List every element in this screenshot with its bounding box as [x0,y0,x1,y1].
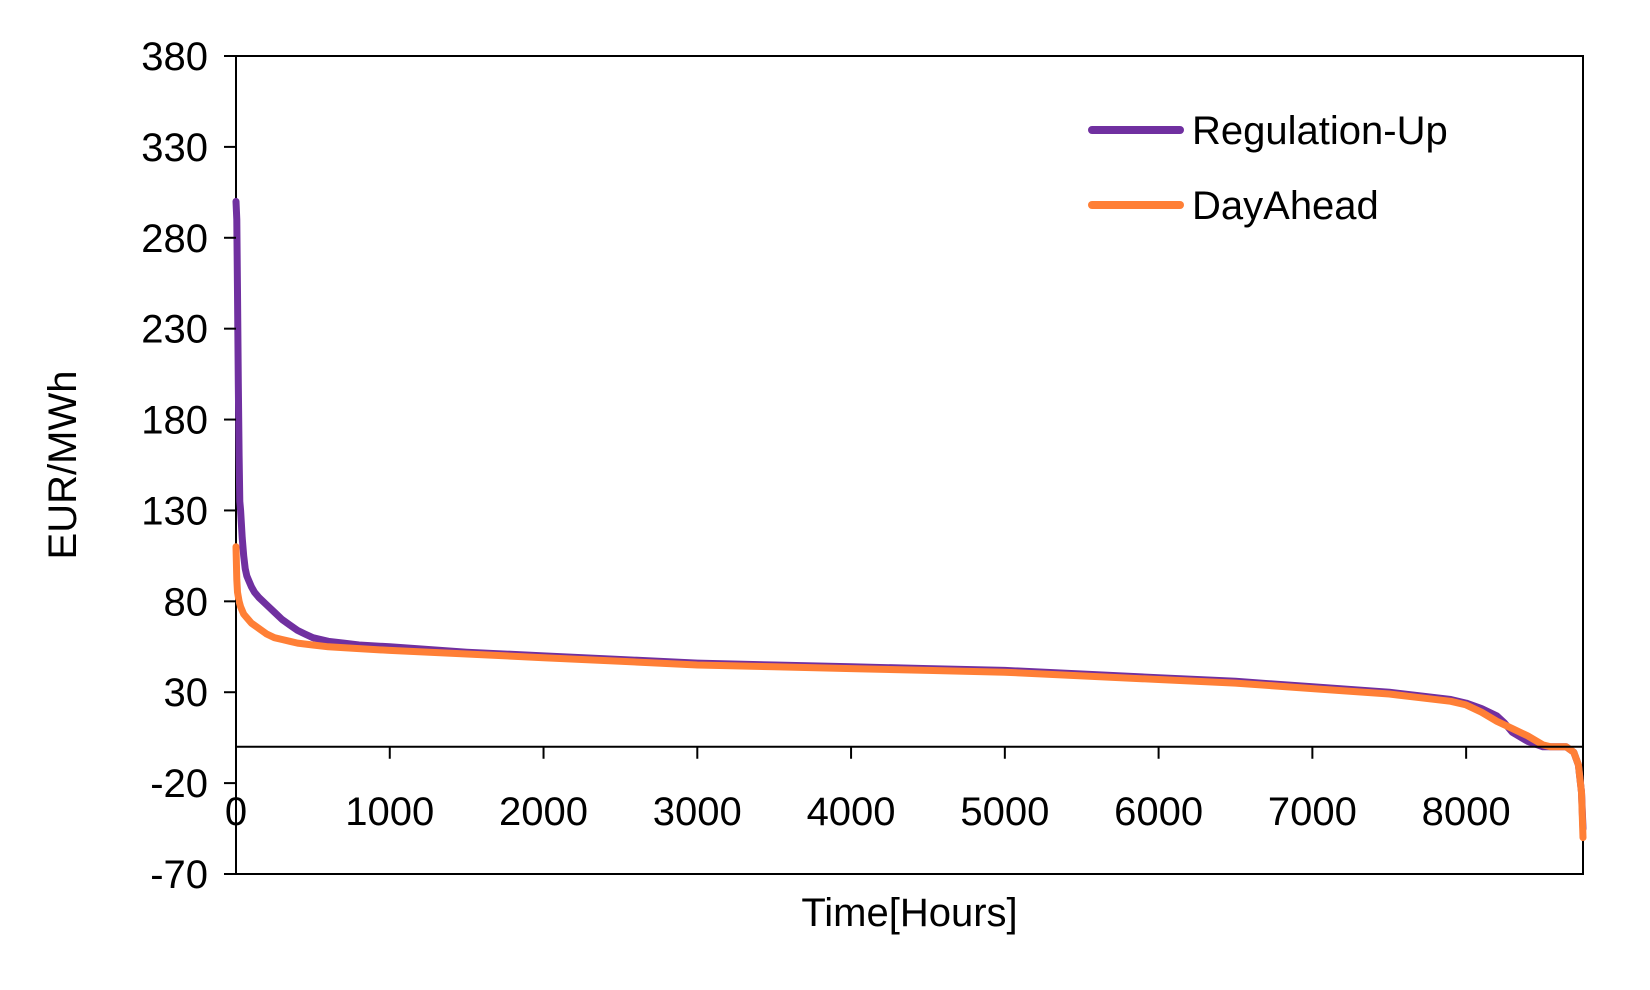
series-lines [232,197,1587,842]
x-tick-label: 6000 [1114,790,1203,834]
x-tick-label: 0 [225,790,247,834]
y-axis-title: EUR/MWh [41,371,85,560]
legend-label: Regulation-Up [1192,109,1448,153]
series-line-regulation-up [232,197,1587,833]
x-tick-label: 5000 [960,790,1049,834]
x-tick-label: 4000 [807,790,896,834]
plot-area [235,55,1584,875]
x-tick-label: 2000 [499,790,588,834]
y-tick-label: 280 [141,217,208,261]
legend: Regulation-Up DayAhead [1088,109,1448,228]
y-tick-label: -70 [150,853,208,897]
plot-frame [235,55,1584,875]
y-tick-label: 380 [141,35,208,79]
x-tick-label: 3000 [653,790,742,834]
y-tick-label: 230 [141,308,208,352]
legend-label: DayAhead [1192,184,1379,228]
x-axis-title: Time[Hours] [801,891,1017,935]
y-tick-label: -20 [150,762,208,806]
x-tick-label: 1000 [345,790,434,834]
y-tick-label: 130 [141,489,208,533]
y-tick-label: 30 [164,671,209,715]
y-tick-label: 330 [141,126,208,170]
x-tick-label: 7000 [1268,790,1357,834]
y-tick-label: 80 [164,580,209,624]
x-tick-label: 8000 [1422,790,1511,834]
series-line-dayahead [232,543,1587,842]
y-tick-label: 180 [141,399,208,443]
axes: 380 330 280 230 180 130 80 30 -20 -70 0 1000 2000 300… [141,35,1583,897]
